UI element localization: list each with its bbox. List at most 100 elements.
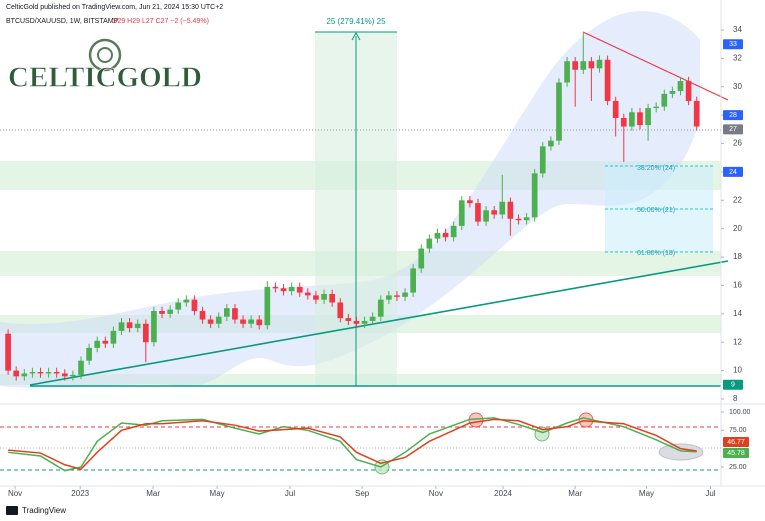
value-badge — [723, 437, 749, 447]
candle-body — [37, 372, 44, 374]
value-badge-label: 46.77 — [727, 439, 745, 446]
x-tick-label: Sep — [355, 489, 370, 498]
stoch-line — [8, 418, 697, 471]
fib-label: 61.80% (18) — [637, 250, 675, 257]
publisher: CelticGold published on TradingView.com,… — [6, 4, 223, 11]
candle-body — [402, 292, 408, 297]
y-tick-label: 26 — [733, 139, 742, 148]
resistance-line — [582, 31, 729, 101]
candle-body — [240, 319, 246, 324]
price-badge — [723, 39, 743, 50]
candle-body — [475, 203, 481, 222]
candle-body — [507, 201, 514, 219]
candle-body — [669, 91, 676, 94]
stoch-line — [8, 417, 697, 472]
measure-label: 25 (279.41%) 25 — [326, 17, 386, 26]
logo-knot — [97, 47, 113, 63]
candle-body — [288, 286, 295, 292]
x-tick-label: Mar — [146, 489, 160, 498]
candle-body — [458, 200, 465, 226]
candle-body — [693, 100, 700, 127]
price-badge-label: 24 — [729, 169, 737, 176]
x-tick-label: 2023 — [71, 489, 89, 498]
candle-body — [110, 330, 117, 344]
y-tick-label: 75.00 — [729, 427, 747, 434]
symbol: BTCUSD/XAUUSD, 1W, BITSTAMP — [6, 18, 119, 25]
candle-body — [53, 372, 60, 374]
value-badge-label: 45.78 — [727, 450, 745, 457]
candle-body — [313, 295, 319, 300]
measure-arrowhead — [351, 31, 361, 41]
candle-body — [637, 112, 643, 126]
price-badge — [723, 166, 743, 177]
candle-body — [386, 295, 392, 300]
x-tick-label: Jul — [705, 489, 715, 498]
x-tick-label: May — [639, 489, 654, 498]
candle-body — [685, 81, 692, 101]
candle-body — [410, 268, 416, 293]
candle-body — [207, 319, 214, 324]
x-tick-label: Nov — [8, 489, 22, 498]
candle-body — [450, 225, 457, 238]
candle-body — [305, 292, 311, 296]
price-badge — [723, 379, 743, 390]
candle-body — [248, 319, 254, 324]
logo-knot — [88, 38, 122, 72]
candle-body — [321, 293, 327, 300]
price-badge — [723, 124, 743, 135]
price-badge-label: 9 — [731, 382, 735, 389]
candle-body — [280, 288, 287, 292]
y-tick-label: 22 — [733, 195, 742, 204]
y-tick-label: 14 — [733, 309, 742, 318]
candle-body — [434, 232, 441, 239]
candle-body — [118, 322, 125, 331]
price-badge-label: 27 — [729, 126, 737, 133]
candle-body — [523, 217, 530, 221]
candle-body — [86, 347, 92, 361]
candle-body — [653, 106, 660, 109]
candle-body — [5, 333, 11, 371]
candle-body — [329, 293, 335, 303]
candle-body — [142, 323, 149, 343]
x-tick-label: Nov — [429, 489, 443, 498]
y-tick-label: 30 — [733, 82, 742, 91]
candle-body — [361, 320, 368, 324]
candle-body — [369, 316, 376, 321]
candle-body — [175, 302, 182, 310]
candle-body — [467, 200, 473, 204]
y-tick-label: 16 — [733, 281, 742, 290]
stoch-ellipse — [658, 443, 704, 461]
candle-body — [604, 59, 611, 101]
candle-body — [159, 311, 165, 314]
candle-body — [661, 93, 668, 107]
y-tick-label: 100.00 — [729, 409, 751, 416]
candle-body — [491, 210, 498, 215]
candle-body — [677, 81, 684, 92]
y-tick-label: 25.00 — [729, 464, 747, 471]
price-badge-label: 33 — [729, 41, 737, 48]
candle-body — [70, 374, 76, 377]
candle-body — [394, 295, 400, 297]
x-tick-label: Jul — [285, 489, 295, 498]
candle-body — [377, 299, 384, 317]
candle-body — [612, 100, 619, 118]
candle-body — [199, 311, 206, 320]
ohlc: O29 H29 L27 C27 −2 (−5.49%) — [112, 18, 209, 25]
y-tick-label: 20 — [733, 224, 742, 233]
candle-body — [515, 218, 522, 221]
y-tick-label: 10 — [733, 366, 742, 375]
candle-body — [256, 319, 263, 326]
candle-body — [45, 372, 52, 374]
candle-body — [418, 248, 425, 269]
footer: TradingView — [22, 506, 66, 515]
candle-body — [556, 82, 562, 141]
candle-body — [442, 232, 449, 238]
candle-body — [353, 320, 360, 324]
x-tick-label: Mar — [568, 489, 582, 498]
candle-body — [29, 372, 36, 374]
candle-body — [539, 146, 546, 174]
candle-body — [102, 340, 109, 344]
y-tick-label: 8 — [733, 394, 738, 403]
candle-body — [426, 238, 433, 249]
